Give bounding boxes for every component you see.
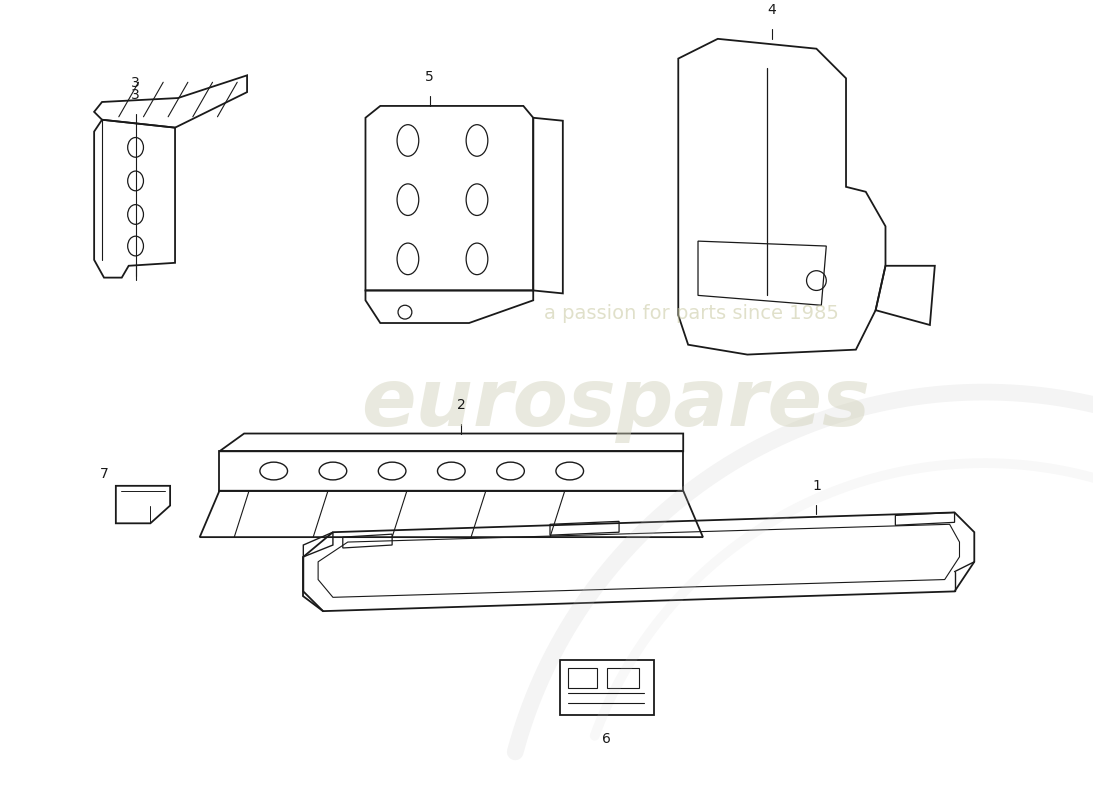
Text: 3: 3 xyxy=(131,88,140,102)
Text: a passion for parts since 1985: a passion for parts since 1985 xyxy=(543,304,838,322)
Text: 1: 1 xyxy=(812,478,821,493)
Text: 4: 4 xyxy=(768,3,777,17)
Text: 6: 6 xyxy=(602,731,610,746)
Text: 7: 7 xyxy=(100,467,109,481)
Text: 5: 5 xyxy=(426,70,434,84)
Text: eurospares: eurospares xyxy=(361,365,870,443)
Text: 3: 3 xyxy=(131,76,140,90)
Text: 2: 2 xyxy=(456,398,465,412)
